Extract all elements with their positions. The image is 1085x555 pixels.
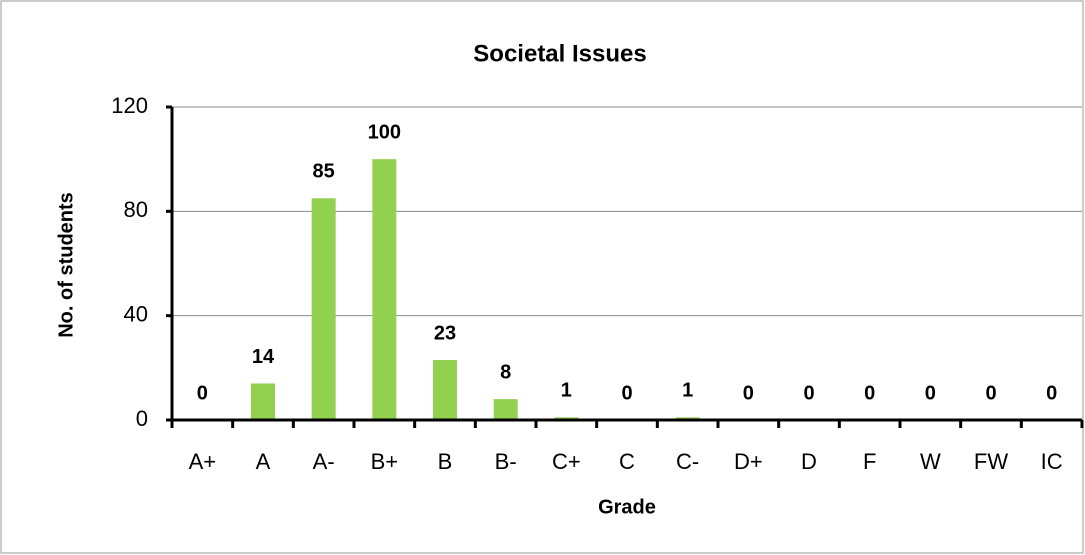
x-tick-label: B [438, 449, 453, 474]
value-label: 0 [743, 382, 754, 404]
value-label: 14 [252, 346, 275, 368]
y-tick-label: 0 [136, 406, 148, 431]
bar [433, 360, 457, 420]
value-label: 0 [621, 382, 632, 404]
bar [251, 383, 275, 420]
x-tick-label: B+ [371, 449, 399, 474]
y-tick-label: 80 [124, 197, 148, 222]
chart-title: Societal Issues [473, 40, 646, 67]
x-tick-label: C+ [552, 449, 581, 474]
value-label: 8 [500, 361, 511, 383]
bar [372, 159, 397, 420]
x-tick-label: B- [495, 449, 517, 474]
x-tick-label: IC [1041, 449, 1063, 474]
bar [493, 399, 518, 420]
value-label: 0 [197, 382, 208, 404]
y-tick-label: 120 [111, 93, 148, 118]
value-label: 0 [864, 382, 875, 404]
x-tick-label: W [920, 449, 941, 474]
x-tick-label: C- [676, 449, 699, 474]
y-axis-label: No. of students [55, 192, 77, 338]
value-label: 23 [434, 322, 456, 344]
value-label: 1 [561, 380, 572, 402]
x-tick-label: D+ [734, 449, 763, 474]
value-label: 1 [682, 380, 693, 402]
value-label: 85 [313, 161, 335, 183]
x-tick-label: C [619, 449, 635, 474]
x-tick-label: D [801, 449, 817, 474]
y-tick-label: 40 [124, 301, 148, 326]
bar [311, 198, 336, 420]
x-tick-label: A [256, 449, 271, 474]
x-tick-label: A- [313, 449, 335, 474]
x-tick-label: F [863, 449, 876, 474]
value-label: 0 [1046, 382, 1057, 404]
x-axis-label: Grade [598, 496, 656, 518]
value-label: 0 [925, 382, 936, 404]
x-tick-label: FW [974, 449, 1008, 474]
value-label: 0 [985, 382, 996, 404]
x-tick-label: A+ [189, 449, 217, 474]
value-label: 0 [803, 382, 814, 404]
value-label: 100 [368, 121, 401, 143]
